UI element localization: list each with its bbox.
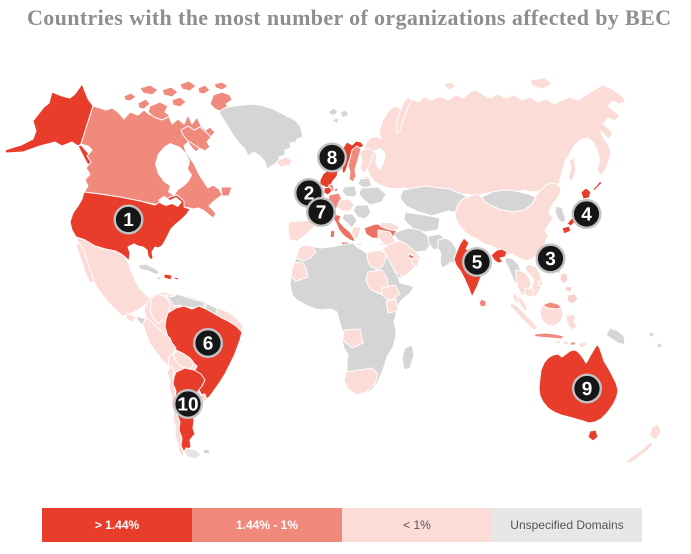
svg-text:9: 9	[582, 379, 593, 400]
svg-text:5: 5	[472, 253, 483, 274]
svg-text:3: 3	[545, 249, 556, 270]
svg-text:7: 7	[316, 203, 327, 224]
svg-text:6: 6	[203, 334, 214, 355]
svg-text:8: 8	[327, 148, 338, 169]
svg-text:4: 4	[581, 205, 592, 226]
svg-text:10: 10	[177, 395, 198, 416]
svg-text:2: 2	[304, 184, 315, 205]
svg-text:1: 1	[123, 210, 134, 231]
